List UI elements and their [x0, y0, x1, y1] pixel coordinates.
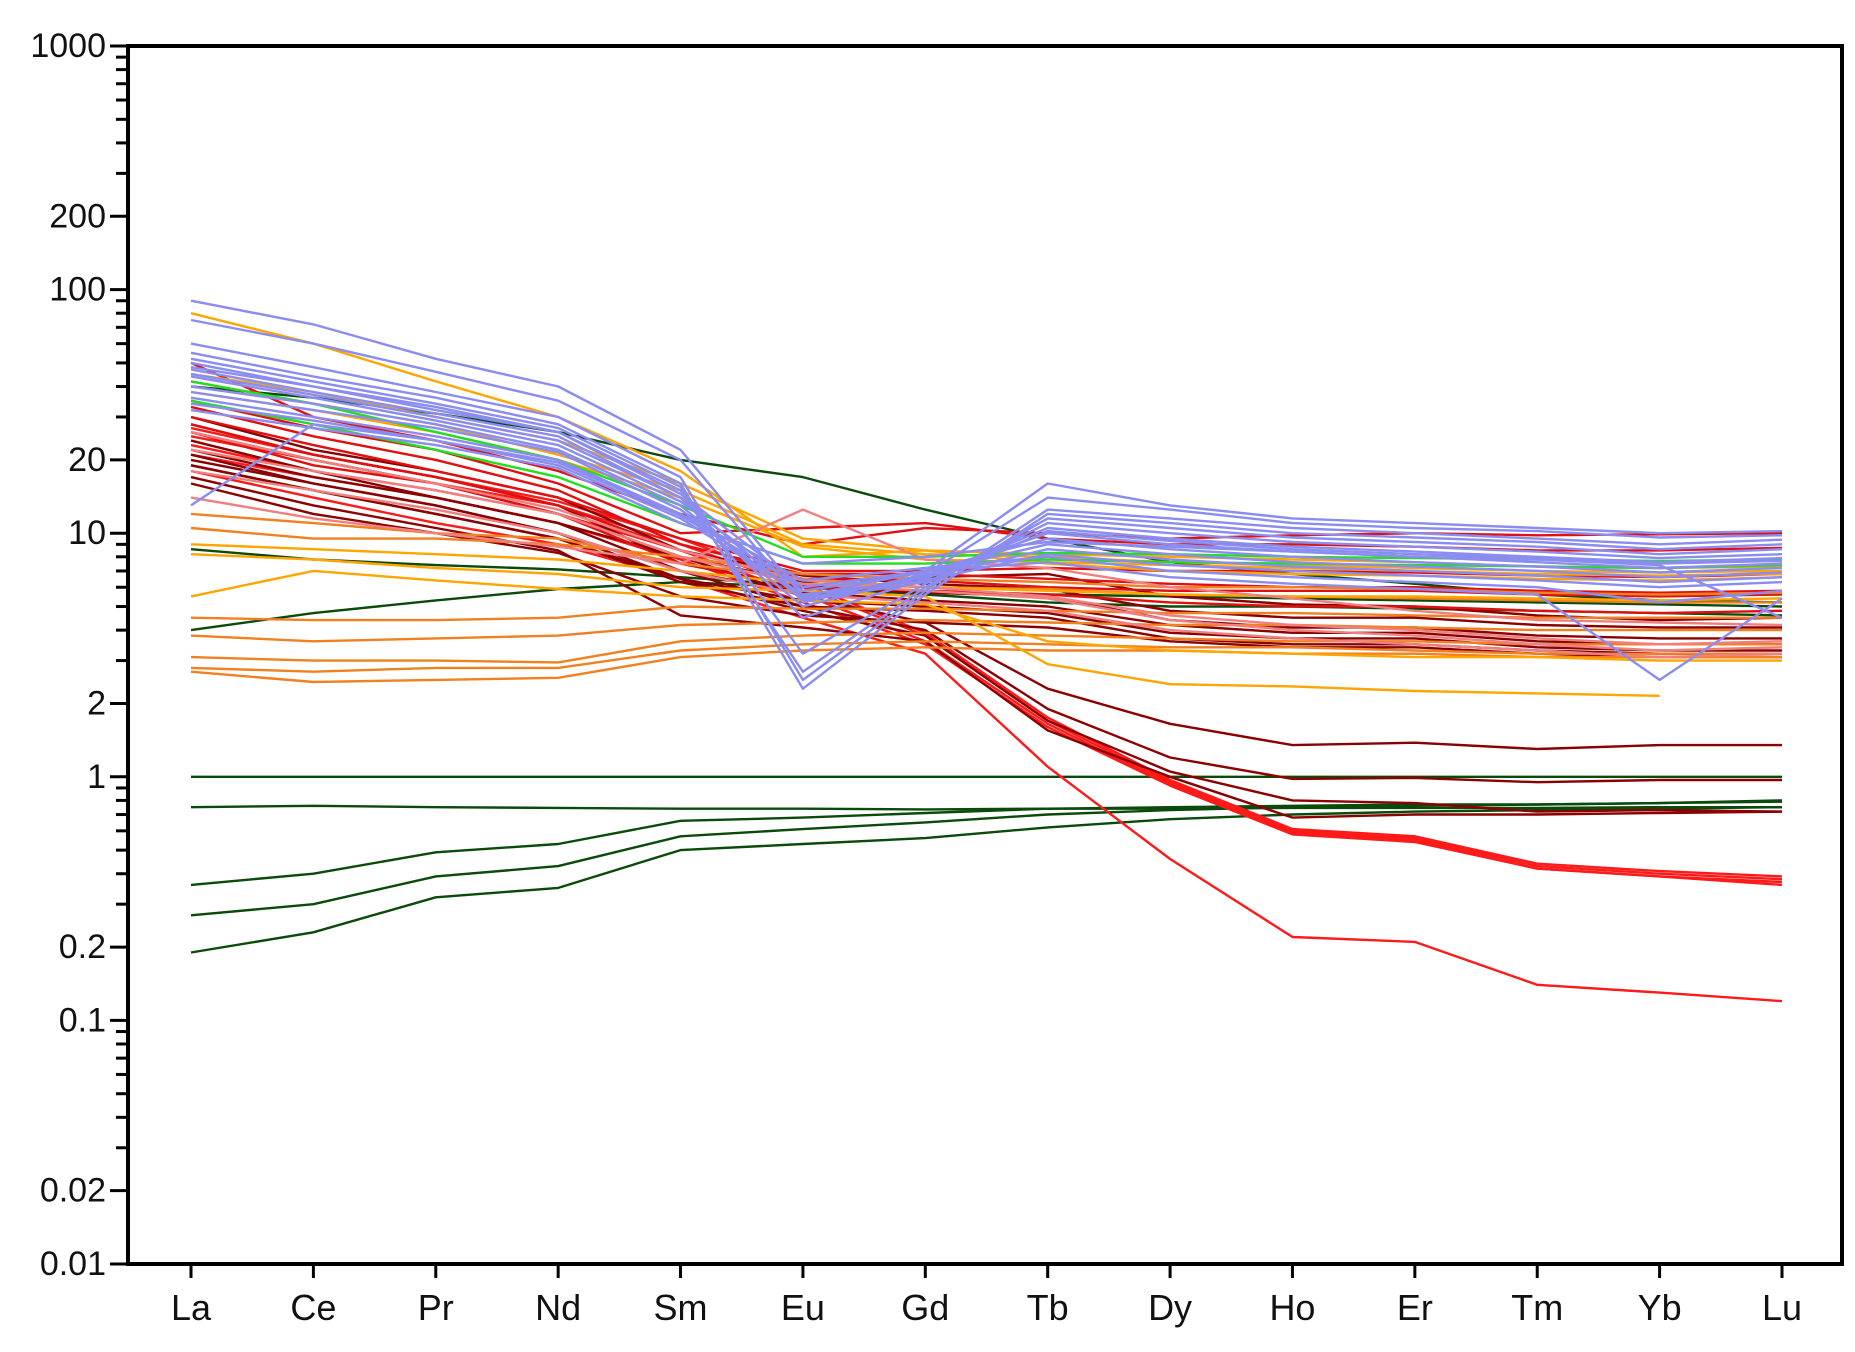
- axis-layer: 0.01 0.02 0.1 0.2 1 2 10 20 100 200 1000 La Ce Pr Nd Sm…: [30, 27, 1802, 1328]
- y-tick-label: 200: [49, 197, 106, 235]
- series-line-48-pink: [190, 430, 1783, 646]
- series-line-59-lavender: [190, 361, 1783, 589]
- x-tick-label-er: Er: [1397, 1287, 1433, 1328]
- series-layer: [190, 299, 1783, 1003]
- x-tick-label-ho: Ho: [1269, 1287, 1315, 1328]
- series-line-47-pink: [190, 469, 1783, 659]
- series-line-41-amber: [190, 543, 1783, 602]
- series-line-52-lavender: [190, 318, 1783, 604]
- x-tick-label-la: La: [171, 1287, 212, 1328]
- y-tick-label: 0.2: [59, 928, 106, 966]
- series-line-29-red: [190, 405, 1783, 594]
- y-tick-label: 100: [49, 271, 106, 309]
- series-line-36-orange: [190, 526, 1783, 596]
- x-tick-label-tb: Tb: [1027, 1287, 1069, 1328]
- series-line-32-orange: [190, 618, 1782, 643]
- series-line-4-darkgreen: [190, 800, 1783, 917]
- series-line-40-amber: [190, 569, 1782, 662]
- series-line-13-brightred: [190, 469, 1783, 1003]
- x-tick-label-yb: Yb: [1638, 1287, 1682, 1328]
- y-tick-label: 20: [68, 441, 106, 479]
- y-tick-label: 1000: [30, 27, 106, 65]
- series-line-63-lavender: [190, 396, 1783, 604]
- series-line-19-darkred: [190, 439, 1782, 646]
- series-line-17-darkred: [190, 475, 1783, 819]
- series-line-46-pink: [190, 448, 1783, 652]
- x-tick-label-dy: Dy: [1148, 1287, 1192, 1328]
- y-tick-label: 10: [68, 514, 106, 552]
- x-tick-label-tm: Tm: [1511, 1287, 1563, 1328]
- y-tick-label: 2: [87, 684, 106, 722]
- series-line-65-lavender: [190, 408, 1783, 619]
- y-tick-label: 0.1: [59, 1001, 106, 1039]
- x-tick-label-gd: Gd: [901, 1287, 949, 1328]
- series-line-64-lavender: [190, 402, 1783, 682]
- x-tick-label-pr: Pr: [418, 1287, 454, 1328]
- series-line-34-orange: [190, 640, 1782, 673]
- series-line-2-darkgreen: [190, 804, 1782, 811]
- x-tick-label-ce: Ce: [290, 1287, 336, 1328]
- y-tick-label: 1: [87, 758, 106, 796]
- series-line-60-lavender: [190, 375, 1783, 592]
- series-line-39-amber: [190, 553, 1660, 697]
- y-tick-label: 0.01: [40, 1245, 106, 1283]
- x-tick-label-nd: Nd: [535, 1287, 581, 1328]
- series-line-66-lavender: [190, 368, 1783, 602]
- x-tick-label-lu: Lu: [1762, 1287, 1802, 1328]
- series-line-51-lavender: [190, 299, 1783, 598]
- x-tick-label-sm: Sm: [654, 1287, 708, 1328]
- x-tick-label-eu: Eu: [781, 1287, 825, 1328]
- y-tick-label: 0.02: [40, 1172, 106, 1210]
- series-line-31-orange: [190, 605, 1782, 622]
- plot-frame: [126, 44, 1844, 1266]
